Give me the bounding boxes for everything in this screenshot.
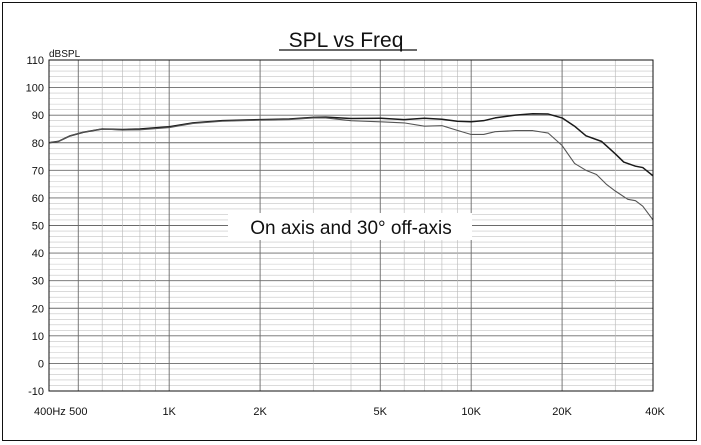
y-tick-label: 20 bbox=[32, 303, 44, 315]
y-axis-unit: dBSPL bbox=[49, 49, 81, 60]
y-tick-label: -10 bbox=[28, 386, 44, 398]
annotation-background bbox=[228, 213, 472, 240]
y-tick-label: 100 bbox=[26, 83, 44, 95]
y-tick-label: 10 bbox=[32, 331, 44, 343]
y-tick-label: 90 bbox=[32, 110, 44, 122]
chart-annotation: On axis and 30° off-axis bbox=[250, 218, 452, 239]
x-tick-label: 40K bbox=[645, 406, 665, 418]
y-tick-label: 40 bbox=[32, 248, 44, 260]
y-tick-label: 110 bbox=[26, 55, 44, 67]
x-tick-label: 20K bbox=[552, 406, 572, 418]
series-line-2 bbox=[48, 117, 654, 221]
x-tick-label: 5K bbox=[374, 406, 388, 418]
x-tick-label: 500 bbox=[69, 406, 87, 418]
series-line-1 bbox=[48, 113, 654, 177]
y-tick-label: 30 bbox=[32, 276, 44, 288]
chart-title: SPL vs Freq bbox=[289, 29, 404, 52]
x-tick-label: 10K bbox=[461, 406, 481, 418]
y-tick-label: 0 bbox=[38, 358, 44, 370]
grid bbox=[49, 59, 653, 392]
y-tick-label: 50 bbox=[32, 221, 44, 233]
y-tick-label: 80 bbox=[32, 138, 44, 150]
x-tick-labels: 400Hz 500 1K 2K 5K 10K 20K 40K bbox=[34, 406, 665, 418]
series-lines bbox=[48, 113, 654, 221]
x-tick-label: 1K bbox=[162, 406, 176, 418]
y-tick-label: 70 bbox=[32, 165, 44, 177]
plot-border bbox=[48, 59, 654, 392]
chart-frame bbox=[2, 2, 697, 441]
y-tick-label: 60 bbox=[32, 193, 44, 205]
x-tick-label: 2K bbox=[253, 406, 267, 418]
x-tick-label: 400Hz bbox=[34, 406, 66, 418]
